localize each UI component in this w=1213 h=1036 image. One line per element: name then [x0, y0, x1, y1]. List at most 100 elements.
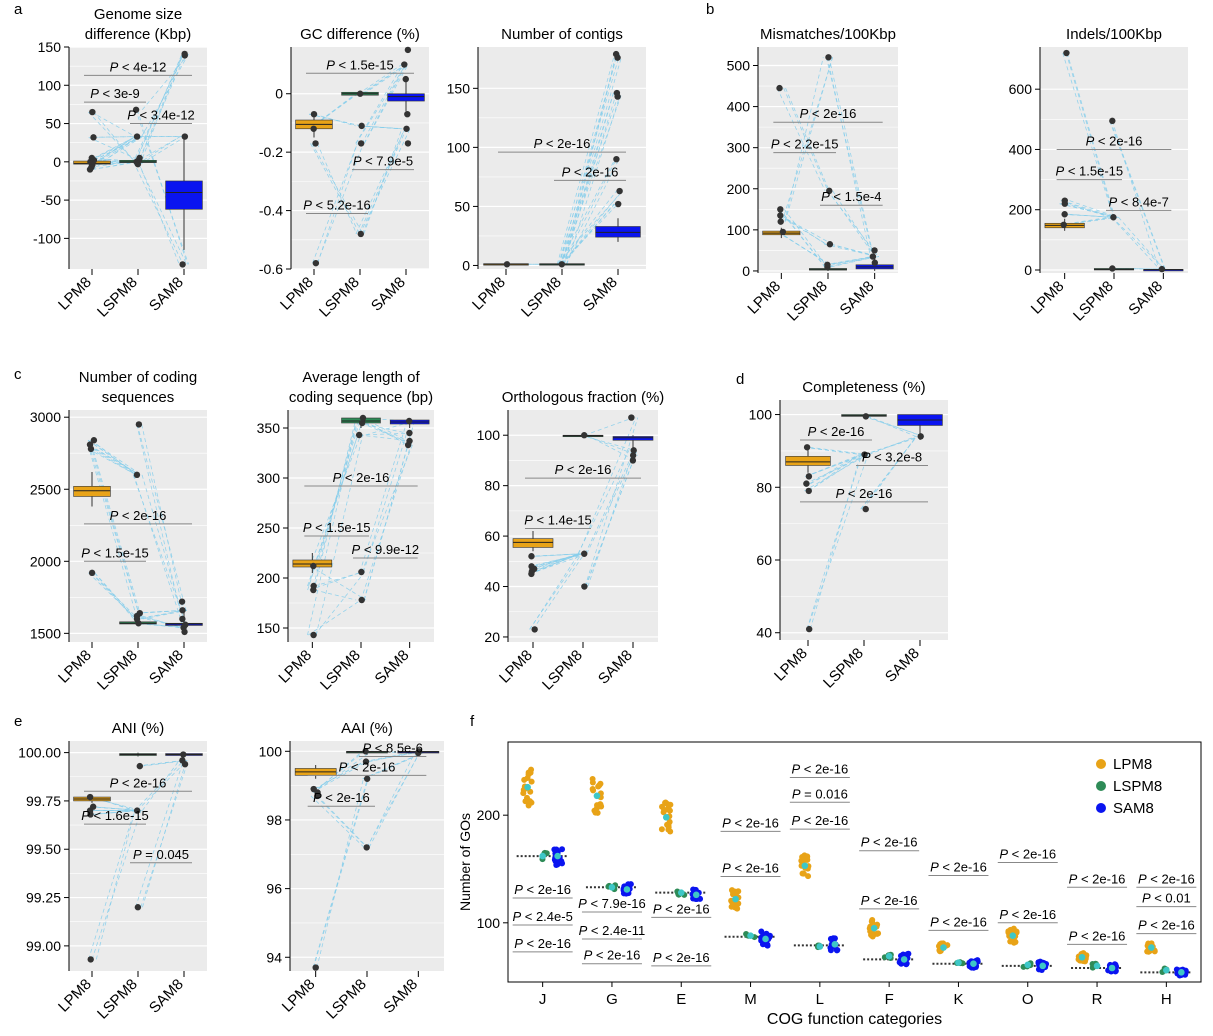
y-tick-label: 0 [462, 257, 470, 273]
data-point [805, 473, 813, 480]
data-point [358, 568, 365, 576]
pair-line [1059, 203, 1118, 218]
panel-indels: Indels/100Kbp 0 200 400 600 LPM8 LSPM8 SAM8 P < … [1009, 26, 1188, 325]
mean-marker [1163, 966, 1170, 974]
p-value: < 2e-16 [542, 136, 590, 151]
plot-background [1040, 47, 1188, 273]
pair-line [311, 143, 364, 235]
panel-letter: b [706, 1, 714, 18]
pair-line [823, 256, 872, 268]
p-value-label: P < 1.5e-4 [821, 189, 881, 204]
data-point [805, 625, 813, 633]
p-value-label: P < 3.4e-12 [127, 108, 195, 123]
pair-line [360, 64, 406, 95]
y-tick-label: 250 [257, 520, 281, 536]
x-tick-label: LPM8 [469, 274, 509, 314]
data-point [581, 583, 588, 590]
pair-line [138, 615, 185, 628]
pair-line [359, 128, 411, 235]
data-point [179, 261, 186, 268]
y-tick-label: 50 [45, 116, 61, 132]
p-value-label: P < 1.5e-15 [303, 520, 371, 535]
p-value: < 2e-16 [869, 893, 917, 908]
p-value-label: P < 2e-16 [800, 106, 857, 121]
data-point [357, 140, 365, 147]
y-tick-label: 3000 [30, 409, 61, 425]
p-symbol: P [110, 59, 119, 74]
data-point [363, 844, 370, 851]
p-value: < 8.5e-6 [371, 740, 423, 755]
data-point [358, 596, 365, 604]
p-symbol: P [333, 470, 342, 485]
p-value: < 1.5e-4 [830, 189, 882, 204]
pair-line [830, 256, 877, 268]
mean-marker [1093, 962, 1101, 970]
pair-line [308, 599, 362, 636]
data-point [803, 480, 810, 487]
pair-line [584, 434, 638, 456]
y-tick-label: 80 [756, 479, 772, 495]
p-value-label: P < 2e-16 [930, 859, 987, 874]
box-SAM8 [165, 180, 203, 210]
data-point-LPM8 [804, 853, 811, 860]
data-point [179, 607, 186, 614]
p-symbol: P [1138, 918, 1147, 933]
p-symbol: P [127, 108, 136, 123]
data-point [415, 748, 423, 755]
x-tick-label: LSPM8 [784, 278, 831, 325]
p-value: < 5.2e-16 [312, 198, 371, 213]
x-tick-label: LPM8 [1028, 278, 1068, 318]
pair-line [363, 64, 408, 95]
mean-marker [747, 932, 754, 940]
pair-line [310, 143, 361, 235]
box-LPM8 [512, 538, 554, 548]
p-value-label: P < 1.4e-15 [524, 513, 592, 528]
p-value: < 1.5e-15 [312, 520, 371, 535]
data-point-LPM8 [526, 798, 533, 805]
x-tick-label: LSPM8 [820, 645, 867, 692]
pair-line [141, 474, 187, 628]
p-value-label: P < 3.2e-8 [862, 449, 922, 464]
pair-line [359, 432, 414, 436]
data-point [402, 75, 409, 83]
data-point-LPM8 [1007, 938, 1014, 945]
data-point-SAM8 [827, 947, 834, 954]
x-tick-label: LPM8 [275, 647, 315, 687]
panel-letter: e [14, 713, 22, 730]
pair-line [134, 55, 184, 159]
p-symbol: P [578, 896, 587, 911]
data-point [1061, 197, 1068, 204]
pair-line [359, 125, 403, 130]
p-value-label: P < 2.2e-15 [771, 137, 839, 152]
data-point [404, 140, 412, 147]
data-point-SAM8 [559, 846, 566, 853]
pair-line [777, 231, 831, 266]
mean-marker [1024, 961, 1032, 969]
legend-marker-LPM8 [1096, 759, 1106, 769]
data-point-SAM8 [834, 947, 841, 954]
data-point [404, 46, 412, 54]
data-point [310, 582, 317, 590]
pair-line [362, 128, 405, 235]
p-symbol: P [514, 936, 523, 951]
p-value: < 2e-16 [808, 106, 856, 121]
pair-line [532, 553, 579, 570]
pair-line [90, 572, 136, 620]
x-tick-label: LPM8 [771, 645, 811, 685]
data-point [312, 964, 319, 971]
mean-marker [970, 960, 977, 968]
pair-line [140, 136, 186, 165]
pair-line [1118, 216, 1165, 270]
p-value-label: P < 7.9e-16 [578, 896, 646, 911]
pair-line [584, 417, 634, 436]
p-value: < 2.2e-15 [780, 137, 839, 152]
pair-line [96, 136, 143, 166]
mean-marker [608, 883, 616, 891]
pair-line [806, 454, 869, 630]
p-symbol: P [800, 106, 809, 121]
p-value-label: P < 1.6e-15 [81, 808, 149, 823]
data-point [86, 441, 94, 448]
p-symbol: P [722, 861, 731, 876]
mean-marker [762, 935, 769, 943]
p-symbol: P [791, 762, 800, 777]
